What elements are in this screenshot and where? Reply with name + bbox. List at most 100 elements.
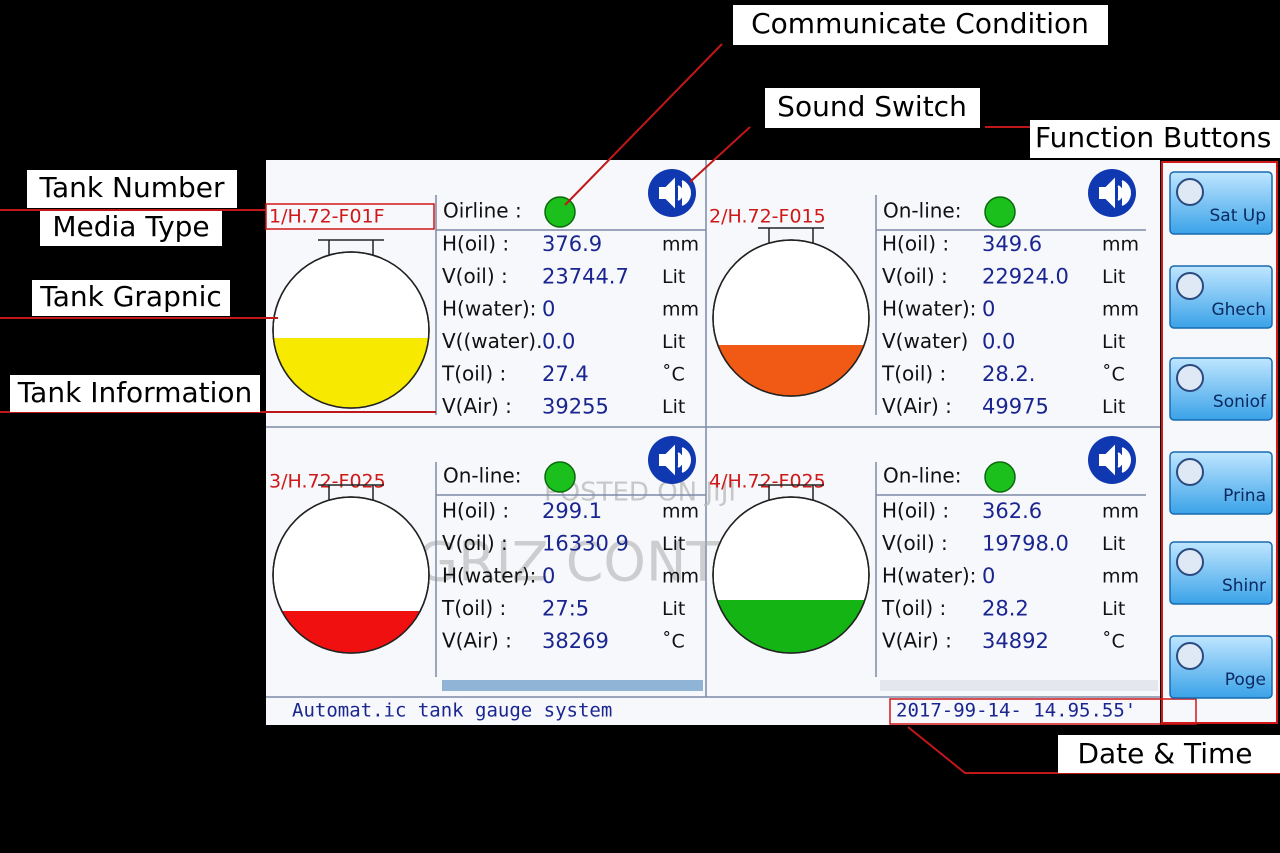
row-unit: ˚C [662, 364, 685, 386]
button-label: Ghech [1211, 300, 1266, 320]
row-unit: Lit [1102, 598, 1125, 620]
speaker-icon [659, 444, 691, 476]
row-label: V(Air) : [442, 629, 512, 653]
button-icon [1176, 364, 1204, 392]
row-label: V(oil) : [882, 264, 948, 288]
row-unit: ˚C [1102, 364, 1125, 386]
row-unit: Lit [662, 266, 685, 288]
row-value: 0 [982, 297, 995, 321]
row-label: V(Air) : [442, 394, 512, 418]
row-unit: Lit [1102, 396, 1125, 418]
callouts: Communicate Condition Sound Switch Funct… [0, 5, 1280, 774]
row-unit: mm [662, 299, 699, 321]
row-unit: Lit [662, 331, 685, 353]
row-value: 16330 9 [542, 532, 629, 556]
tank-outline [272, 496, 430, 654]
button-column [1161, 161, 1278, 724]
row-unit: mm [1102, 566, 1139, 588]
row-value: 38269 [542, 629, 609, 653]
callout: Sound Switch [777, 90, 967, 123]
callout: Tank Number [39, 171, 225, 204]
tank-outline [712, 496, 870, 654]
button-label: Prina [1223, 486, 1266, 506]
row-label: H(water): [882, 297, 976, 321]
row-label: V(oil) : [442, 264, 508, 288]
button-icon [1176, 642, 1204, 670]
row-label: H(oil) : [442, 499, 509, 523]
button-label: Shinr [1222, 576, 1266, 596]
callout: Function Buttons [1035, 121, 1271, 154]
callout: Media Type [52, 210, 209, 243]
progress-bar [442, 680, 703, 691]
tank-outline [712, 239, 870, 397]
speaker-icon [659, 177, 691, 209]
row-unit: Lit [662, 533, 685, 555]
row-value: 362.6 [982, 499, 1042, 523]
status-label: On-line: [443, 464, 521, 488]
row-value: 28.2 [982, 597, 1029, 621]
row-unit: Lit [662, 396, 685, 418]
row-label: V(Air) : [882, 394, 952, 418]
datetime: 2017-99-14- 14.95.55' [896, 700, 1136, 722]
button-icon [1176, 178, 1204, 206]
status-label: Oirline : [443, 199, 522, 223]
row-unit: Lit [1102, 331, 1125, 353]
button-label: Poge [1225, 670, 1266, 690]
row-value: 0.0 [982, 330, 1015, 354]
row-value: 299.1 [542, 499, 602, 523]
button-icon [1176, 458, 1204, 486]
tank-id: 3/H.72-F025 [269, 471, 386, 493]
tank-neck [758, 484, 824, 500]
tank-neck [318, 484, 384, 500]
row-label: T(oil) : [441, 362, 506, 386]
row-value: 376.9 [542, 232, 602, 256]
callout: Tank Information [17, 376, 253, 409]
tank-neck [318, 239, 384, 255]
row-label: H(water): [442, 297, 536, 321]
row-unit: mm [662, 501, 699, 523]
button-label: Soniof [1213, 392, 1267, 412]
datetime-frame [889, 698, 1197, 725]
row-label: H(water): [442, 564, 536, 588]
callout: Date & Time [1077, 737, 1252, 770]
row-value: 49975 [982, 395, 1049, 419]
status-indicator [544, 461, 576, 493]
row-value: 23744.7 [542, 265, 629, 289]
status-indicator [544, 196, 576, 228]
row-unit: ˚C [662, 631, 685, 653]
tank-outline [272, 251, 430, 409]
tank-neck [758, 227, 824, 243]
row-unit: Lit [662, 598, 685, 620]
row-unit: mm [1102, 299, 1139, 321]
watermark: POSTED ON JIJI [544, 478, 736, 508]
row-label: V(oil) : [882, 531, 948, 555]
row-label: T(oil) : [881, 362, 946, 386]
callout: Tank Grapnic [39, 280, 222, 313]
tank-id: 4/H.72-F025 [709, 471, 826, 493]
row-value: 34892 [982, 629, 1049, 653]
row-value: 349.6 [982, 232, 1042, 256]
row-label: V(water) [882, 329, 968, 353]
row-unit: Lit [1102, 266, 1125, 288]
status-indicator [984, 461, 1016, 493]
button-icon [1176, 548, 1204, 576]
row-value: 28.2. [982, 362, 1035, 386]
row-unit: mm [662, 234, 699, 256]
row-label: V((water). [442, 329, 542, 353]
row-unit: mm [662, 566, 699, 588]
row-label: T(oil) : [441, 596, 506, 620]
speaker-icon [1099, 177, 1131, 209]
progress-bar [880, 680, 1158, 691]
system-name: Automat.ic tank gauge system [292, 700, 612, 722]
row-value: 0 [542, 564, 555, 588]
row-unit: ˚C [1102, 631, 1125, 653]
row-value: 19798.0 [982, 532, 1069, 556]
row-value: 39255 [542, 395, 609, 419]
row-value: 22924.0 [982, 265, 1069, 289]
screen [266, 160, 1160, 725]
row-label: T(oil) : [881, 596, 946, 620]
callout: Communicate Condition [751, 7, 1089, 40]
row-value: 0.0 [542, 330, 575, 354]
row-value: 27:5 [542, 597, 589, 621]
